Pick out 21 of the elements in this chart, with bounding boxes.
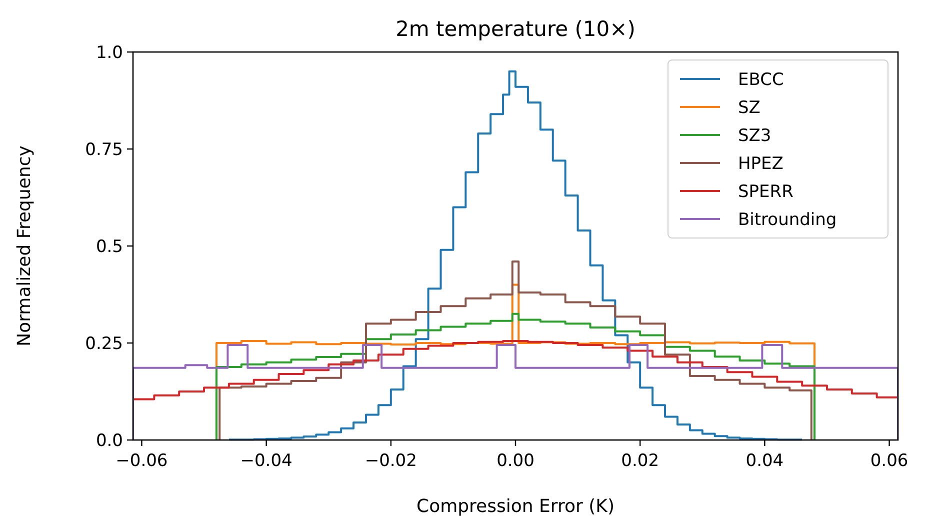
- x-tick-label: 0.00: [496, 451, 534, 471]
- x-axis-title: Compression Error (K): [416, 496, 614, 517]
- x-tick-label: −0.06: [116, 451, 168, 471]
- y-tick-label: 0.75: [85, 140, 123, 160]
- legend-label: Bitrounding: [738, 210, 837, 230]
- legend-label: SZ3: [738, 126, 772, 146]
- x-tick-label: 0.04: [746, 451, 784, 471]
- x-tick-label: −0.02: [364, 451, 417, 471]
- legend-label: SPERR: [738, 182, 794, 202]
- legend-label: SZ: [738, 98, 760, 118]
- y-tick-label: 0.25: [85, 334, 123, 354]
- chart-title: 2m temperature (10×): [396, 17, 636, 41]
- y-tick-label: 0.5: [96, 237, 123, 257]
- y-tick-label: 1.0: [96, 43, 123, 63]
- x-tick-label: −0.04: [240, 451, 292, 471]
- legend-label: EBCC: [738, 70, 784, 90]
- x-tick-label: 0.02: [621, 451, 660, 471]
- y-axis-title: Normalized Frequency: [14, 145, 35, 346]
- x-tick-label: 0.06: [870, 451, 908, 471]
- legend-label: HPEZ: [738, 154, 784, 174]
- y-tick-label: 0.0: [96, 431, 123, 451]
